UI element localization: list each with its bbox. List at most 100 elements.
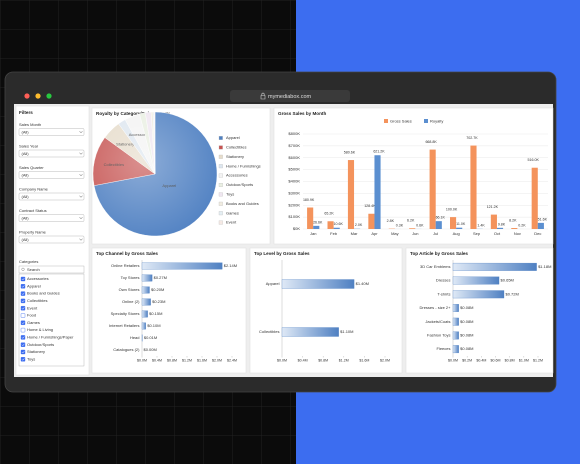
x-tick-label: Nov xyxy=(514,231,521,236)
legend-label: Gross Sales xyxy=(390,118,412,123)
bar xyxy=(313,225,320,229)
bar xyxy=(281,279,355,289)
value-label: 580.6K xyxy=(344,151,356,155)
legend-label: Stationery xyxy=(226,154,244,159)
category-label: Online Retailers xyxy=(111,263,139,268)
x-tick-label: $0.0M xyxy=(277,358,287,362)
checkbox[interactable] xyxy=(20,335,26,340)
bar xyxy=(307,207,314,229)
bar xyxy=(141,286,150,294)
x-tick-label: May xyxy=(391,231,399,236)
bar xyxy=(327,221,334,229)
dropdown-caret xyxy=(79,152,83,155)
maximize-button[interactable] xyxy=(46,93,52,99)
x-tick-label: Apr xyxy=(371,231,378,236)
minimize-button[interactable] xyxy=(35,93,41,99)
dropdown[interactable] xyxy=(18,214,85,222)
x-tick-label: $0.6M xyxy=(491,358,501,362)
check xyxy=(21,307,25,310)
bar xyxy=(450,217,457,229)
search-placeholder: Search xyxy=(27,267,40,272)
checkbox[interactable] xyxy=(20,306,26,311)
checkbox[interactable] xyxy=(20,320,26,325)
x-tick-label: $0.0M xyxy=(448,358,458,362)
bar xyxy=(496,227,504,229)
checkbox[interactable] xyxy=(20,276,26,282)
legend-label: Event xyxy=(226,220,237,225)
legend-label: Toys xyxy=(226,191,234,196)
chart-title: Top Channel by Gross Sales xyxy=(96,251,158,256)
dropdown-value: (All) xyxy=(22,129,30,134)
value-label: 702.7K xyxy=(466,136,478,140)
checkbox[interactable] xyxy=(20,357,26,362)
bar xyxy=(333,227,340,229)
value-label: $0.00M xyxy=(144,347,157,352)
search-box[interactable] xyxy=(18,265,85,274)
category-name: Event xyxy=(27,305,38,310)
check xyxy=(21,299,25,303)
category-label: 3D Car Emblems xyxy=(420,264,450,269)
dropdown-caret xyxy=(79,174,83,177)
x-tick-label: Dec xyxy=(534,231,541,236)
chart-panel xyxy=(273,107,554,245)
legend-label: Apparel xyxy=(226,135,240,140)
legend-label: Royalty xyxy=(430,118,443,123)
chart-title: Top Level by Gross Sales xyxy=(254,251,310,256)
chart-title: Top Article by Gross Sales xyxy=(410,251,468,256)
value-label: $0.01M xyxy=(144,335,157,340)
checkbox[interactable] xyxy=(20,298,26,304)
dropdown[interactable] xyxy=(18,192,85,201)
dropdown[interactable] xyxy=(18,128,85,136)
check xyxy=(21,321,25,325)
category-label: Apparel xyxy=(266,281,280,286)
checkbox[interactable] xyxy=(20,349,26,355)
category-name: Books and Guides xyxy=(27,291,60,296)
close-button[interactable] xyxy=(24,93,30,99)
dropdown-value: (All) xyxy=(22,237,30,242)
dropdown[interactable] xyxy=(18,171,85,179)
dropdown[interactable] xyxy=(18,235,85,244)
x-tick-label: $1.6M xyxy=(359,358,369,362)
checkbox[interactable] xyxy=(20,342,26,347)
x-tick-label: $0.4M xyxy=(298,358,308,362)
bar xyxy=(141,298,151,306)
category-label: Toy Stores xyxy=(121,275,140,280)
y-tick-label: $100K xyxy=(288,214,300,219)
x-tick-label: Mar xyxy=(351,231,359,236)
bar xyxy=(347,160,355,229)
checkbox[interactable] xyxy=(20,313,26,318)
checkbox[interactable] xyxy=(20,284,26,289)
x-tick-label: Jul xyxy=(433,231,438,236)
x-tick-label: $2.0M xyxy=(212,358,222,362)
bar xyxy=(435,221,442,229)
bar xyxy=(452,262,537,271)
category-label: Online (2) xyxy=(122,299,140,304)
x-tick-label: $1.0M xyxy=(519,358,529,362)
value-label: 9.8K xyxy=(498,222,506,226)
checkbox[interactable] xyxy=(20,291,26,296)
value-label: 66.1K xyxy=(436,216,446,220)
x-tick-label: Oct xyxy=(494,231,501,236)
legend-swatch xyxy=(218,154,223,159)
x-tick-label: $2.0M xyxy=(380,358,390,362)
category-label: Own Stores xyxy=(119,287,140,292)
bar xyxy=(531,167,538,229)
legend-label: Outdoor/Sports xyxy=(226,182,253,187)
category-label: Dresses xyxy=(436,278,451,283)
y-tick-label: $400K xyxy=(288,179,300,184)
value-label: 2.0K xyxy=(355,223,363,227)
address-bar[interactable] xyxy=(230,90,350,102)
x-tick-label: Sep xyxy=(473,231,481,236)
dropdown[interactable] xyxy=(18,149,85,158)
legend-swatch xyxy=(384,119,388,123)
filter-label: Sales Year xyxy=(19,144,39,149)
category-name: Outdoor/Sports xyxy=(27,342,54,347)
value-label: 0.6K xyxy=(416,223,424,227)
value-label: $2.14M xyxy=(224,263,237,268)
legend-swatch xyxy=(218,211,223,216)
checkbox[interactable] xyxy=(20,327,26,333)
value-label: 10.6K xyxy=(333,222,343,226)
value-label: $0.27M xyxy=(154,275,167,280)
value-label: 121.2K xyxy=(487,205,499,209)
